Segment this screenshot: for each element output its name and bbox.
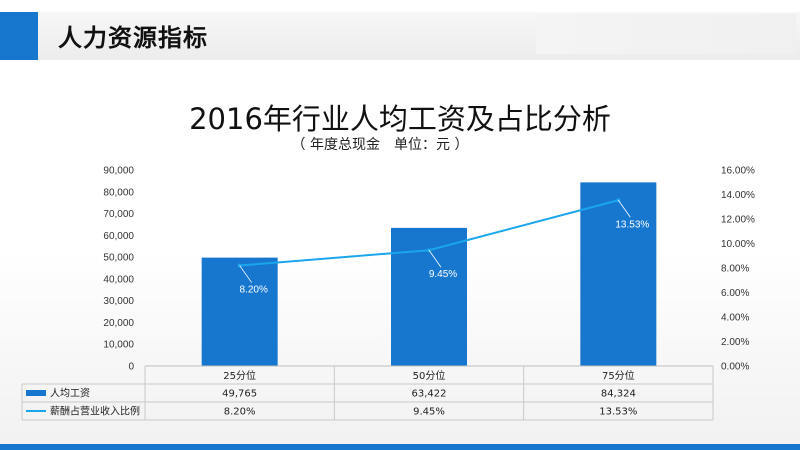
header-right-block — [536, 14, 796, 54]
y-left-tick-label: 10,000 — [103, 340, 134, 351]
y-left-tick-label: 90,000 — [103, 166, 134, 177]
y-right-tick-label: 8.00% — [721, 264, 749, 275]
y-right-tick-label: 12.00% — [721, 215, 755, 226]
y-left-tick-label: 70,000 — [103, 209, 134, 220]
category-label: 50分位 — [413, 369, 446, 382]
legend-entry: 薪酬占营业收入比例 — [50, 405, 140, 418]
y-left-tick-label: 50,000 — [103, 253, 134, 264]
chart-title: 2016年行业人均工资及占比分析 — [189, 102, 611, 136]
category-label: 75分位 — [602, 369, 635, 382]
y-right-tick-label: 16.00% — [721, 166, 755, 177]
table-cell: 9.45% — [413, 407, 445, 418]
y-right-tick-label: 10.00% — [721, 239, 755, 250]
y-left-tick-label: 30,000 — [103, 296, 134, 307]
bar — [580, 182, 657, 366]
page-title: 人力资源指标 — [58, 24, 208, 52]
data-label-leader — [239, 265, 252, 283]
table-cell: 49,765 — [222, 389, 257, 400]
data-label: 9.45% — [429, 269, 457, 280]
bar — [201, 257, 278, 366]
y-right-tick-label: 14.00% — [721, 190, 755, 201]
y-right-tick-label: 4.00% — [721, 313, 749, 324]
legend-swatch-bar — [26, 390, 46, 396]
y-right-tick-label: 6.00% — [721, 288, 749, 299]
header-accent-bar — [0, 12, 38, 60]
y-left-tick-label: 60,000 — [103, 231, 134, 242]
y-left-tick-label: 80,000 — [103, 187, 134, 198]
data-label-leader — [428, 250, 442, 268]
table-cell: 63,422 — [412, 389, 447, 400]
chart-subtitle: （ 年度总现金 单位：元 ） — [291, 137, 469, 153]
table-cell: 8.20% — [224, 407, 256, 418]
bottom-accent-bar — [0, 444, 800, 450]
legend-entry: 人均工资 — [50, 388, 90, 400]
y-left-tick-label: 20,000 — [103, 318, 134, 329]
data-label: 13.53% — [615, 219, 649, 230]
y-left-tick-label: 40,000 — [103, 274, 134, 285]
y-right-tick-label: 2.00% — [721, 337, 749, 348]
table-cell: 84,324 — [601, 389, 636, 400]
category-label: 25分位 — [223, 369, 256, 382]
y-right-tick-label: 0.00% — [721, 362, 749, 373]
y-left-tick-label: 0 — [128, 362, 134, 373]
data-label-leader — [618, 200, 631, 218]
table-cell: 13.53% — [599, 407, 637, 418]
data-label: 8.20% — [239, 285, 267, 296]
